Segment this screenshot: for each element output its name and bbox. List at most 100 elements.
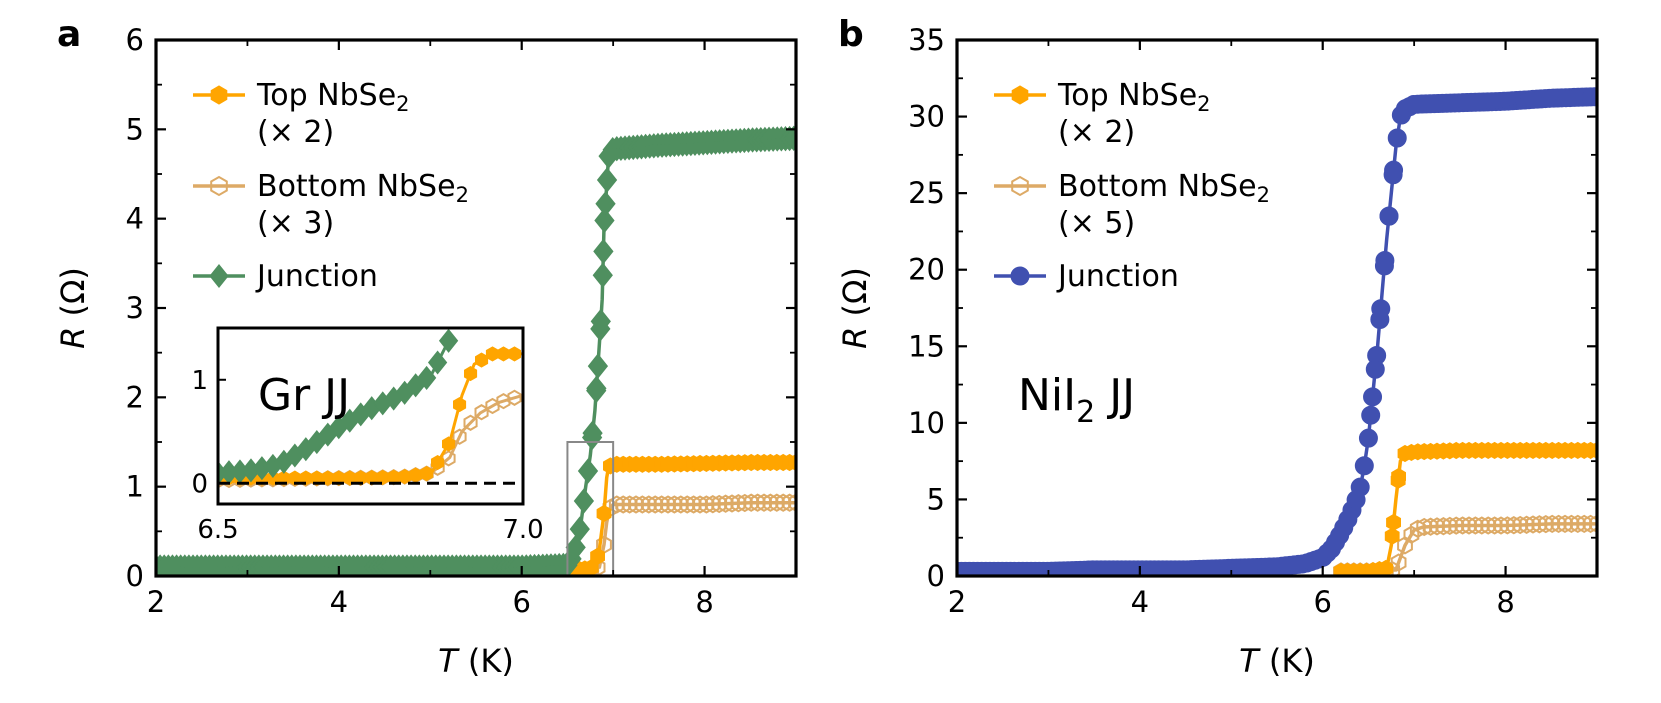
data-point-top [596,504,612,523]
panel-a-letter: a [57,14,81,55]
data-point-bottom [1589,514,1597,534]
data-point-junction [573,488,595,514]
inset-frame [216,326,525,506]
inset-plot-area [218,328,523,489]
legend-label-bottom: Bottom NbSe2 [1058,169,1270,207]
y-tick-label: 5 [126,112,144,146]
x-tick-label: 6 [1313,585,1331,619]
inset-point-junction [427,350,448,375]
series-line-junction [957,94,1597,574]
data-point-junction [1387,128,1407,148]
panel-a-legend: Top NbSe2 (× 2) Bottom NbSe2 (× 3) Junct… [193,78,469,294]
legend-label-top: Top NbSe2 [1057,78,1211,116]
legend-marker-top [193,85,245,105]
legend-marker-symbol [210,175,228,197]
legend-marker-symbol [1011,175,1029,197]
data-point-junction [595,191,616,217]
inset-y-tick-label: 1 [191,366,208,396]
x-tick-label: 2 [948,585,966,619]
panel-b-letter: b [838,14,864,55]
inset-ticks: 6.5 7.0 0 1 [191,366,543,545]
legend-label-top: Top NbSe2 [256,78,410,116]
panel-b-ticks: 2 4 6 8 0 5 10 15 20 25 30 35 [908,23,1597,619]
data-point-junction [594,207,615,234]
legend-marker-symbol [1010,266,1030,286]
inset-point-junction [438,328,459,353]
inset-point-top [485,346,500,362]
y-tick-label: 0 [126,559,144,593]
panel-a-xlabel: T (K) [438,642,514,680]
data-point-junction [1365,359,1385,379]
panel-a: a 2 4 6 8 0 1 2 3 4 5 6 T (K) R (Ω) Top NbSe2 (× 2… [54,14,798,680]
data-point-junction [582,420,603,446]
data-point-junction [592,262,613,288]
inset-point-top [398,469,412,485]
inset-x-tick-label: 6.5 [197,515,238,545]
y-tick-label: 3 [126,291,144,325]
legend-marker-symbol [209,263,229,289]
data-point-bottom [1390,553,1407,572]
data-point-junction [590,308,611,335]
inset-point-top [431,455,445,471]
x-tick-label: 2 [147,585,165,619]
x-tick-label: 8 [1496,585,1514,619]
data-point-junction [783,125,796,152]
data-point-bottom [781,493,796,512]
y-tick-label: 4 [126,202,144,236]
x-tick-label: 4 [1131,585,1149,619]
panel-b-plot-area [957,87,1597,576]
data-point-top [1384,527,1400,545]
data-point-junction [1379,206,1399,226]
legend-scale-top: (× 2) [257,115,334,150]
panel-b-annotation: NiI2 JJ [1018,370,1135,430]
legend-marker-bottom [193,175,245,197]
inset-point-bottom [474,404,489,421]
y-tick-label: 35 [908,23,945,57]
data-point-bottom [788,493,796,512]
data-point-junction [565,534,586,561]
panel-b-xlabel: T (K) [1239,642,1315,680]
y-tick-label: 2 [126,380,144,414]
y-tick-label: 15 [908,329,945,363]
x-tick-label: 8 [695,585,713,619]
legend-marker-junction [994,266,1046,286]
panel-b-ylabel: R (Ω) [836,267,874,349]
legend-marker-symbol [1011,85,1029,105]
data-point-junction [1358,428,1378,448]
data-point-junction [1354,456,1374,476]
data-point-junction [593,238,614,265]
inset-point-top [496,346,510,362]
inset-point-bottom [496,392,511,410]
legend-scale-bottom: (× 5) [1058,206,1135,241]
inset-point-top [420,466,434,482]
x-tick-label: 4 [330,585,348,619]
panel-b-axes-frame [955,38,1599,578]
legend-label-junction: Junction [255,259,378,294]
legend-label-bottom: Bottom NbSe2 [257,169,469,207]
y-tick-label: 25 [908,176,945,210]
panel-b: b 2 4 6 8 0 5 10 15 20 25 30 35 T (K) R (Ω) Top NbS… [836,14,1599,680]
data-point-junction [1361,405,1381,425]
inset-point-junction [416,365,437,390]
data-point-top [1390,471,1406,489]
y-tick-label: 0 [927,559,945,593]
y-tick-label: 20 [908,253,945,287]
series-line-top [1341,448,1597,574]
inset-x-tick-label: 7.0 [502,515,543,545]
data-point-top [788,453,796,472]
inset-point-top [475,352,489,368]
inset-point-top [464,366,478,382]
inset-point-top [453,397,467,413]
data-point-top [590,547,605,565]
x-tick-label: 6 [512,585,530,619]
panel-a-plot-area [156,125,796,577]
data-point-junction [1585,87,1597,107]
data-point-top [1386,513,1401,531]
data-point-junction [569,516,590,542]
panel-a-ticks: 2 4 6 8 0 1 2 3 4 5 6 [126,23,796,619]
data-point-junction [596,167,618,193]
legend-scale-bottom: (× 3) [257,206,334,241]
legend-marker-bottom [994,175,1046,197]
data-point-top [1589,441,1597,459]
panel-a-inset: 6.5 7.0 0 1 Gr JJ [191,326,544,545]
